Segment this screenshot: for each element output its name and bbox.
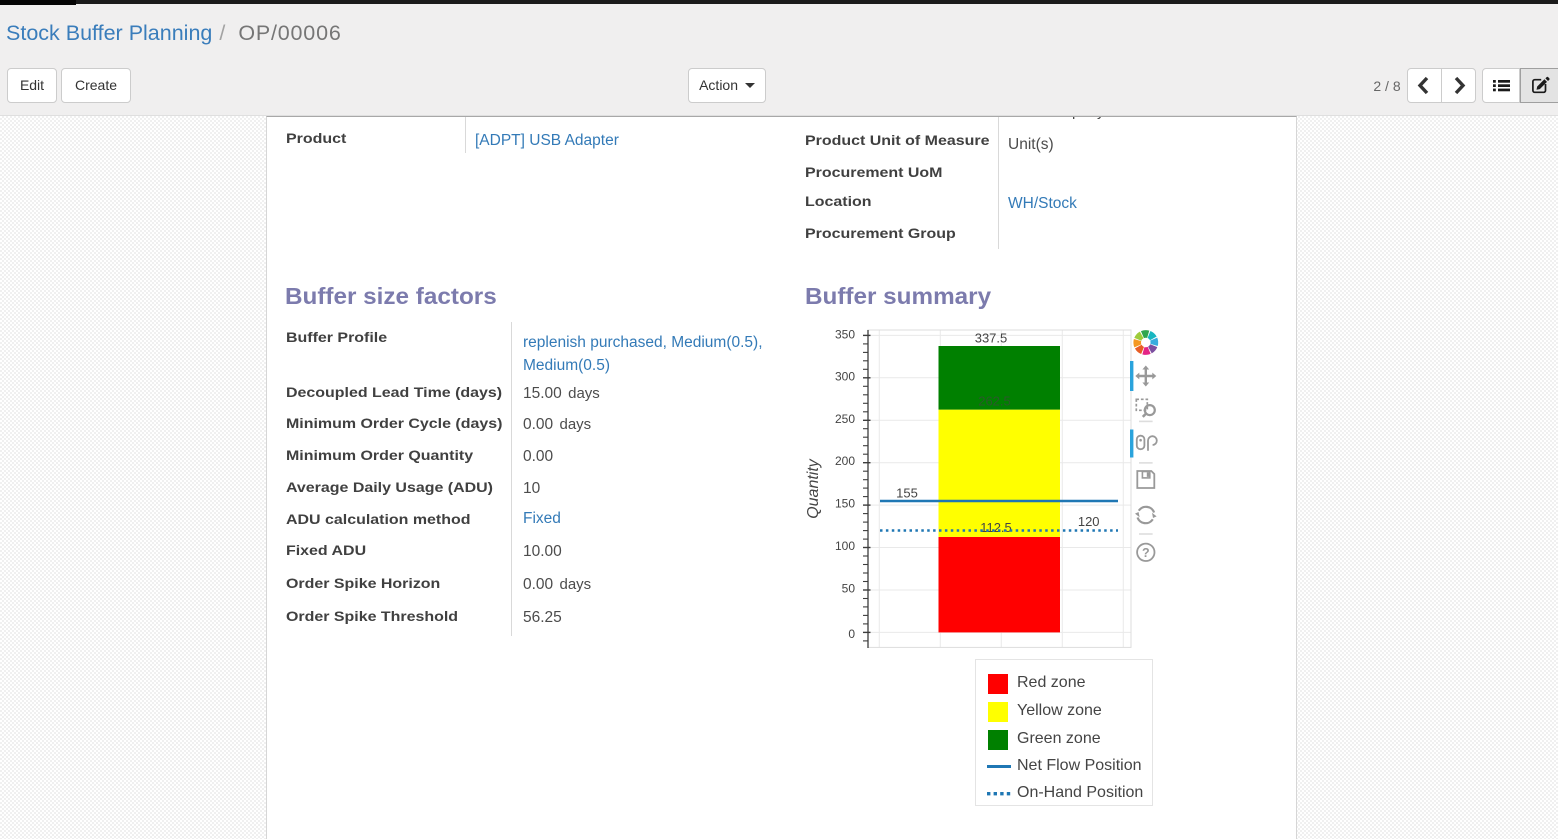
svg-text:150: 150 bbox=[835, 497, 855, 511]
svg-text:200: 200 bbox=[835, 454, 855, 468]
svg-text:337.5: 337.5 bbox=[975, 331, 1008, 346]
svg-text:350: 350 bbox=[835, 327, 855, 341]
svg-text:250: 250 bbox=[835, 412, 855, 426]
svg-text:262.5: 262.5 bbox=[978, 394, 1011, 409]
svg-text:50: 50 bbox=[842, 582, 856, 596]
svg-text:100: 100 bbox=[835, 539, 855, 553]
svg-text:120: 120 bbox=[1078, 514, 1100, 529]
svg-text:112.5: 112.5 bbox=[980, 520, 1012, 535]
svg-text:155: 155 bbox=[896, 486, 918, 501]
svg-text:?: ? bbox=[1142, 546, 1150, 560]
svg-text:Quantity: Quantity bbox=[805, 458, 822, 519]
svg-text:0: 0 bbox=[848, 627, 855, 641]
svg-text:300: 300 bbox=[835, 369, 855, 383]
